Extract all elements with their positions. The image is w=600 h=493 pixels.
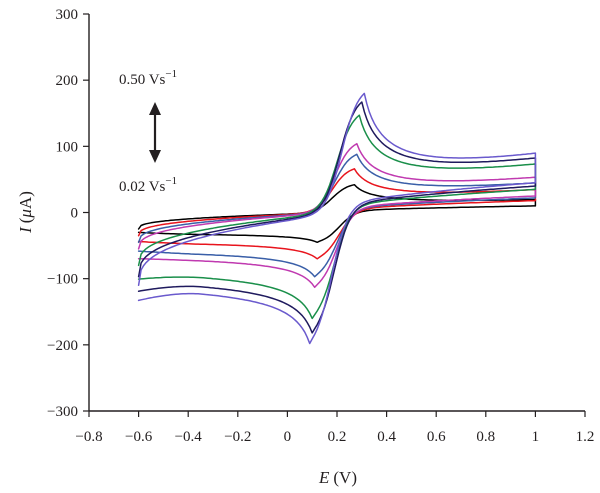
- x-tick-label: 0.2: [328, 429, 347, 445]
- x-tick-label: −0.6: [125, 429, 153, 445]
- scan-rate-low-exponent: −1: [165, 175, 177, 187]
- arrow-head-up: [149, 102, 161, 115]
- y-tick-label: 0: [71, 206, 79, 222]
- y-tick-label: −200: [47, 338, 78, 354]
- y-axis-unit-open: (: [16, 217, 35, 223]
- scan-rate-high-label: 0.50 Vs−1: [119, 68, 177, 88]
- scan-rate-low-value: 0.02 Vs: [119, 179, 166, 195]
- x-axis-title: E (V): [318, 468, 357, 487]
- y-tick-label: 300: [56, 7, 79, 23]
- y-axis-unit-mu: μ: [16, 209, 35, 219]
- x-tick-label: 0.6: [427, 429, 446, 445]
- scan-rate-arrow: [149, 102, 161, 163]
- series-layer: [137, 92, 537, 345]
- x-tick-label: 0.8: [476, 429, 495, 445]
- y-tick-label: 100: [56, 139, 79, 155]
- x-tick-label: 0: [284, 429, 292, 445]
- y-tick-label: −100: [47, 272, 78, 288]
- x-tick-label: 0.4: [377, 429, 396, 445]
- cv-curve-7: [137, 92, 537, 345]
- x-axis-unit: (V): [333, 468, 357, 487]
- x-ticks: −0.8 −0.6 −0.4 −0.2 0 0.2 0.4 0.6 0.8 1 1.2: [75, 411, 594, 445]
- x-tick-label: −0.8: [75, 429, 102, 445]
- y-tick-label: 200: [56, 73, 79, 89]
- arrow-head-down: [149, 150, 161, 163]
- x-tick-label: −0.4: [175, 429, 203, 445]
- scan-rate-low-label: 0.02 Vs−1: [119, 175, 177, 195]
- scan-rate-high-value: 0.50 Vs: [119, 72, 166, 88]
- x-axis-symbol: E: [318, 468, 330, 487]
- scan-rate-high-exponent: −1: [165, 68, 177, 80]
- y-axis-unit-rest: A): [16, 191, 35, 209]
- cv-curve-2: [137, 168, 537, 260]
- cv-curve-5: [137, 114, 537, 320]
- x-tick-label: 1.2: [576, 429, 595, 445]
- y-ticks: −300 −200 −100 0 100 200 300: [47, 7, 89, 420]
- y-tick-label: −300: [47, 404, 78, 420]
- y-axis-title: I (μA): [16, 191, 35, 234]
- x-tick-label: −0.2: [224, 429, 251, 445]
- y-axis-symbol: I: [16, 226, 35, 234]
- x-tick-label: 1: [532, 429, 540, 445]
